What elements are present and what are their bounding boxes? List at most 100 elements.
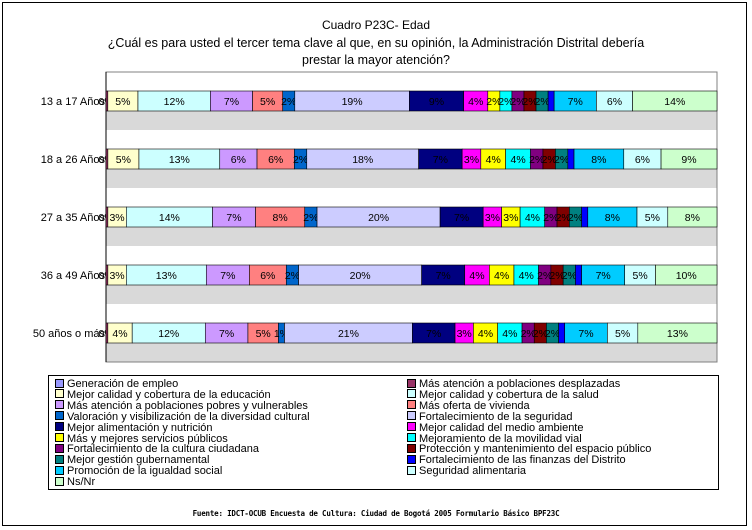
legend-label: Seguridad alimentaria [419,465,527,478]
legend-label: Mejor gestión gubernamental [67,454,210,467]
data-label: 9% [681,154,696,166]
bar-segment-fortalecimiento-de-las-finanzas-del-distrito [575,264,582,286]
data-label: 7% [220,270,235,282]
data-label: 2% [562,270,577,282]
data-label: 4% [525,212,540,224]
data-label: 7% [433,154,448,166]
data-label: 21% [338,328,359,340]
data-label: 5% [116,154,131,166]
data-label: 20% [368,212,389,224]
data-label: 2% [537,270,552,282]
legend-label: Ns/Nr [67,476,96,489]
data-label: 9% [429,96,444,108]
legend-item: Seguridad alimentaria [407,466,526,478]
legend-swatch [407,433,416,443]
chart-legend: Generación de empleo Más atención a pobla… [48,375,719,490]
legend-swatch [55,389,64,399]
data-label: 5% [632,270,647,282]
data-label: 8% [273,212,288,224]
data-label: 7% [568,96,583,108]
legend-swatch [55,400,64,410]
data-label: 13% [169,154,190,166]
legend-item: Más y mejores servicios públicos [55,432,228,446]
category-label: 36 a 49 Años [41,270,106,282]
data-label: 5% [256,328,271,340]
stacked-bar-chart: 13 a 17 Años0%5%12%7%5%2%19%9%4%2%2%2%2%… [33,71,718,363]
data-label: 3% [464,154,479,166]
data-label: 7% [219,328,234,340]
data-label: 4% [511,154,526,166]
legend-swatch [407,465,416,475]
data-label: 7% [596,270,611,282]
data-label: 4% [494,270,509,282]
data-label: 6% [231,154,246,166]
legend-swatch [55,476,64,486]
data-label: 2% [285,270,300,282]
data-label: 3% [109,270,124,282]
legend-label: Más oferta de vivienda [419,399,530,412]
legend-label: Fortalecimiento de la seguridad [419,410,573,423]
data-label: 6% [607,96,622,108]
data-label: 2% [486,96,501,108]
data-label: 3% [503,212,518,224]
chart-title: Cuadro P23C- Edad [321,18,431,32]
legend-item: Promoción de la igualdad social [55,466,222,478]
chart-subtitle-line-1: ¿Cuál es para usted el tercer tema clave… [107,36,645,50]
data-label: 3% [485,212,500,224]
data-label: 4% [502,328,517,340]
legend-item: Más oferta de vivienda [407,399,530,413]
legend-item: Mejor alimentación y nutrición [55,421,213,435]
legend-swatch [55,465,64,475]
data-label: 3% [457,328,472,340]
category-label: 27 a 35 Años [41,212,106,224]
bar-segment-ns-nr [667,206,718,228]
data-label: 6% [260,270,275,282]
legend-label: Más y mejores servicios públicos [67,432,228,445]
data-label: 12% [158,328,179,340]
legend-item: Ns/Nr [55,477,95,489]
legend-item: Mejoramiento de la movilidad vial [407,433,582,446]
legend-label: Mejor calidad y cobertura de la salud [419,388,599,401]
legend-swatch [407,411,416,421]
chart-subtitle-line-2: prestar la mayor atención? [302,53,450,67]
data-label: 2% [293,154,308,166]
data-label: 2% [534,96,549,108]
data-label: 5% [115,96,130,108]
legend-swatch [407,454,416,464]
legend-label: Mejor alimentación y nutrición [67,421,213,434]
legend-item: Generación de empleo [55,379,178,391]
data-label: 7% [454,212,469,224]
category-label: 50 años o más [33,328,106,340]
data-label: 2% [568,212,583,224]
legend-swatch [55,454,64,464]
legend-swatch [407,422,416,432]
legend-swatch [407,389,416,399]
legend-item: Mejor calidad del medio ambiente [407,422,583,435]
legend-label: Generación de empleo [67,378,179,390]
data-label: 2% [498,96,513,108]
data-label: 3% [109,212,124,224]
legend-label: Mejor calidad y cobertura de la educació… [67,388,271,401]
legend-swatch [55,411,64,421]
data-label: 4% [112,328,127,340]
bar-segment-fortalecimiento-de-las-finanzas-del-distrito [567,148,575,170]
data-label: 4% [469,270,484,282]
data-label: 13% [667,328,688,340]
legend-swatch [55,378,64,388]
data-label: 7% [436,270,451,282]
source-note: Fuente: IDCT-OCUB Encuesta de Cultura: C… [192,509,560,518]
legend-item: Fortalecimiento de las finanzas del Dist… [407,455,626,467]
legend-label: Promoción de la igualdad social [67,465,223,478]
data-label: 5% [615,328,630,340]
data-label: 4% [519,270,534,282]
legend-label: Valoración y visibilización de la divers… [67,410,310,423]
bar-segment-fortalecimiento-de-las-finanzas-del-distrito [558,322,566,344]
data-label: 5% [645,212,660,224]
legend-label: Fortalecimiento de las finanzas del Dist… [419,454,626,467]
data-label: 7% [226,212,241,224]
legend-swatch [55,433,64,443]
data-label: 2% [542,154,557,166]
data-label: 8% [685,212,700,224]
data-label: 2% [281,96,296,108]
data-label: 8% [605,212,620,224]
